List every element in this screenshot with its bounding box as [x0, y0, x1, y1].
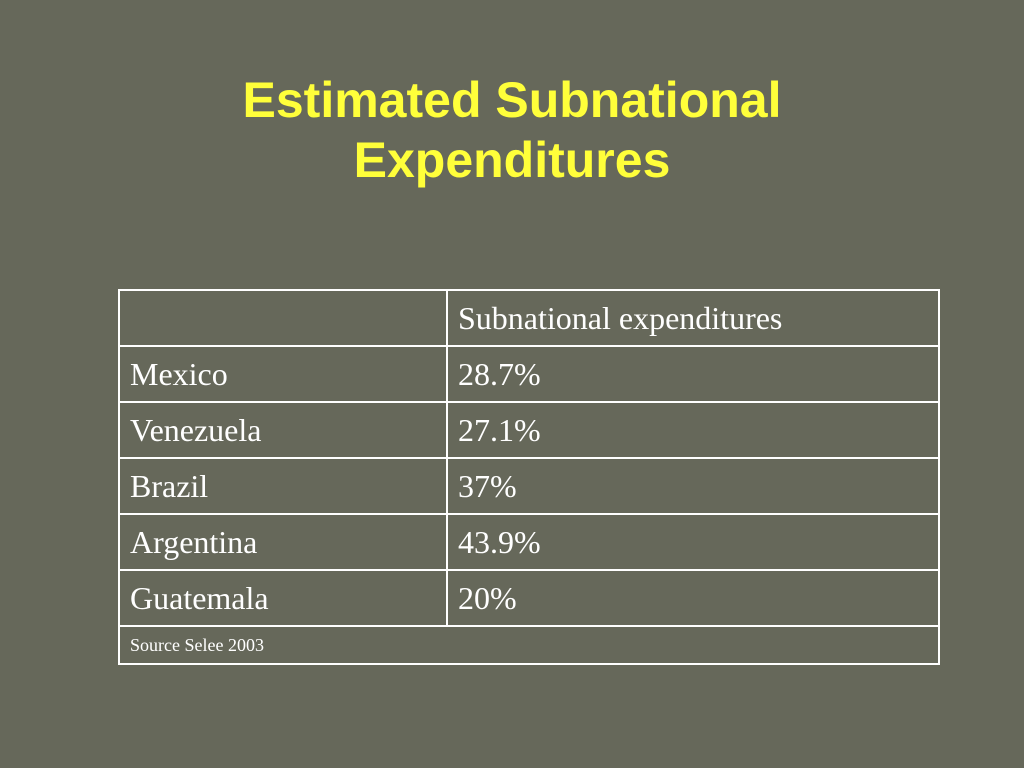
slide-title-line-1: Estimated Subnational [242, 72, 782, 128]
country-cell: Guatemala [118, 569, 448, 627]
table-header-row: Subnational expenditures [118, 289, 940, 347]
table-row: Brazil 37% [118, 457, 940, 515]
country-cell: Argentina [118, 513, 448, 571]
header-cell-empty [118, 289, 448, 347]
value-cell: 37% [446, 457, 940, 515]
table-row: Venezuela 27.1% [118, 401, 940, 459]
slide-title: Estimated Subnational Expenditures [0, 70, 1024, 190]
country-cell: Mexico [118, 345, 448, 403]
country-cell: Venezuela [118, 401, 448, 459]
value-cell: 20% [446, 569, 940, 627]
slide-title-line-2: Expenditures [353, 132, 671, 188]
country-cell: Brazil [118, 457, 448, 515]
table-row: Guatemala 20% [118, 569, 940, 627]
value-cell: 27.1% [446, 401, 940, 459]
value-cell: 43.9% [446, 513, 940, 571]
value-cell: 28.7% [446, 345, 940, 403]
header-cell-subnational-expenditures: Subnational expenditures [446, 289, 940, 347]
source-note: Source Selee 2003 [118, 625, 940, 665]
table-row: Mexico 28.7% [118, 345, 940, 403]
expenditures-table: Subnational expenditures Mexico 28.7% Ve… [118, 289, 940, 665]
table-row: Argentina 43.9% [118, 513, 940, 571]
source-row: Source Selee 2003 [118, 625, 940, 665]
